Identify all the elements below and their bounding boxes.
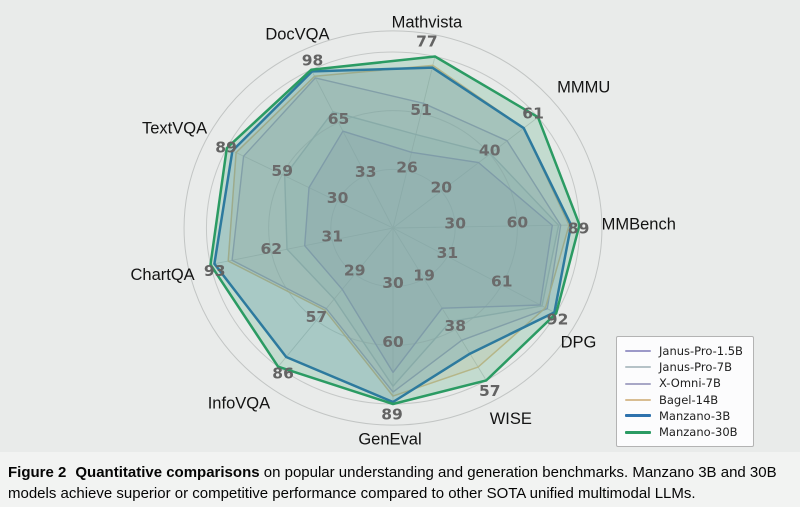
axis-max-label-WISE: 57: [479, 382, 501, 400]
legend-label: X-Omni-7B: [659, 376, 721, 391]
legend: Janus-Pro-1.5B Janus-Pro-7B X-Omni-7B Bagel…: [616, 336, 754, 448]
axis-label-TextVQA: TextVQA: [142, 120, 207, 138]
gridline-ring: [183, 30, 603, 426]
axis-spoke-MMBench: [392, 224, 580, 229]
axis-spoke-MMMU: [392, 116, 539, 229]
tick-label-TextVQA: 30: [327, 189, 349, 207]
tick-label-DocVQA: 65: [328, 110, 350, 128]
axis-spoke-DPG: [392, 227, 557, 314]
axis-spoke-DocVQA: [310, 69, 394, 229]
legend-item-Janus-Pro-7B: Janus-Pro-7B: [625, 359, 743, 375]
radar-chart-svg: 26 51 20 40 30 60 31 61 19 38 30 60 29 57 31 62 30 59 33 65…: [131, 14, 676, 449]
series-polygon-Janus-Pro-1.5B: [304, 130, 553, 374]
radar-tick-labels: 26 51 20 40 30 60 31 61 19 38 30 60 29 57 31 62 30 59 33 65…: [204, 33, 589, 424]
axis-label-MMBench: MMBench: [602, 216, 676, 234]
figure-caption-bold: Quantitative comparisons: [75, 464, 260, 481]
axis-max-label-DPG: 92: [547, 310, 569, 328]
series-polygon-Janus-Pro-7B: [284, 111, 560, 387]
axis-spoke-InfoVQA: [277, 227, 394, 367]
axis-max-label-ChartQA: 93: [204, 262, 226, 280]
legend-item-Janus-Pro-1.5B: Janus-Pro-1.5B: [625, 343, 743, 359]
legend-swatch-Bagel-14B: [625, 398, 651, 401]
series-polygon-X-Omni-7B: [231, 77, 562, 393]
series-polygon-Manzano-3B: [213, 66, 573, 404]
tick-label-InfoVQA: 29: [344, 262, 366, 280]
axis-spoke-Mathvista: [392, 56, 436, 229]
figure-caption-label: Figure 2: [8, 464, 67, 481]
tick-label-DPG: 61: [491, 272, 513, 290]
axis-label-DPG: DPG: [561, 333, 597, 351]
legend-item-Bagel-14B: Bagel-14B: [625, 392, 743, 408]
tick-label-DPG: 31: [437, 244, 459, 262]
axis-label-GenEval: GenEval: [358, 430, 421, 448]
tick-label-MMBench: 30: [444, 215, 466, 233]
tick-label-InfoVQA: 57: [306, 308, 328, 326]
axis-max-label-MMMU: 61: [522, 105, 544, 123]
caption-area: Figure 2 Quantitative comparisons on popu…: [0, 452, 800, 507]
tick-label-GenEval: 60: [382, 333, 404, 351]
tick-label-Mathvista: 26: [396, 158, 418, 176]
legend-item-Manzano-3B: Manzano-3B: [625, 408, 743, 424]
axis-label-Mathvista: Mathvista: [392, 14, 463, 32]
axis-spoke-WISE: [392, 227, 487, 381]
axis-label-WISE: WISE: [490, 410, 532, 428]
radar-series: [209, 55, 581, 406]
axis-label-DocVQA: DocVQA: [265, 26, 329, 44]
tick-label-MMMU: 20: [431, 179, 453, 197]
tick-label-MMMU: 40: [479, 142, 501, 160]
legend-swatch-Manzano-30B: [625, 430, 651, 434]
tick-label-MMBench: 60: [507, 214, 529, 232]
series-polygon-Manzano-30B: [209, 55, 581, 406]
tick-label-TextVQA: 59: [271, 162, 293, 180]
tick-label-WISE: 38: [444, 317, 466, 335]
axis-spoke-ChartQA: [210, 227, 394, 266]
figure-caption: Figure 2 Quantitative comparisons on popu…: [0, 452, 800, 505]
tick-label-Mathvista: 51: [410, 101, 432, 119]
axis-max-label-TextVQA: 89: [215, 139, 237, 157]
tick-label-ChartQA: 31: [321, 228, 343, 246]
tick-label-WISE: 19: [413, 266, 435, 284]
axis-max-label-Mathvista: 77: [416, 33, 438, 51]
tick-label-GenEval: 30: [382, 274, 404, 292]
legend-label: Bagel-14B: [659, 392, 719, 407]
legend-swatch-Manzano-3B: [625, 414, 651, 418]
axis-label-InfoVQA: InfoVQA: [208, 394, 270, 412]
axis-label-ChartQA: ChartQA: [131, 266, 195, 284]
legend-swatch-Janus-Pro-7B: [625, 366, 651, 369]
legend-label: Janus-Pro-1.5B: [659, 344, 743, 358]
legend-swatch-X-Omni-7B: [625, 382, 651, 385]
figure-caption-text: on popular understanding and generation …: [8, 464, 777, 503]
radar-gridlines: [183, 30, 603, 426]
radar-axis-labels: Mathvista MMMU MMBench DPG WISE GenEval InfoVQ…: [131, 14, 676, 449]
axis-max-label-GenEval: 89: [381, 405, 403, 423]
legend-item-Manzano-30B: Manzano-30B: [625, 424, 743, 440]
tick-label-ChartQA: 62: [261, 240, 283, 258]
legend-label: Janus-Pro-7B: [659, 360, 732, 375]
axis-label-MMMU: MMMU: [557, 79, 610, 97]
tick-label-DocVQA: 33: [355, 163, 377, 181]
radar-chart: 26 51 20 40 30 60 31 61 19 38 30 60 29 57 31 62 30 59 33 65…: [131, 14, 676, 449]
axis-max-label-MMBench: 89: [568, 220, 590, 238]
legend-label: Manzano-3B: [659, 408, 731, 423]
axis-spoke-TextVQA: [226, 147, 394, 229]
axis-max-label-InfoVQA: 86: [272, 364, 294, 382]
legend-swatch-Janus-Pro-1.5B: [625, 350, 651, 353]
legend-label: Manzano-30B: [659, 425, 738, 440]
axis-max-label-DocVQA: 98: [302, 52, 324, 70]
legend-item-X-Omni-7B: X-Omni-7B: [625, 375, 743, 391]
